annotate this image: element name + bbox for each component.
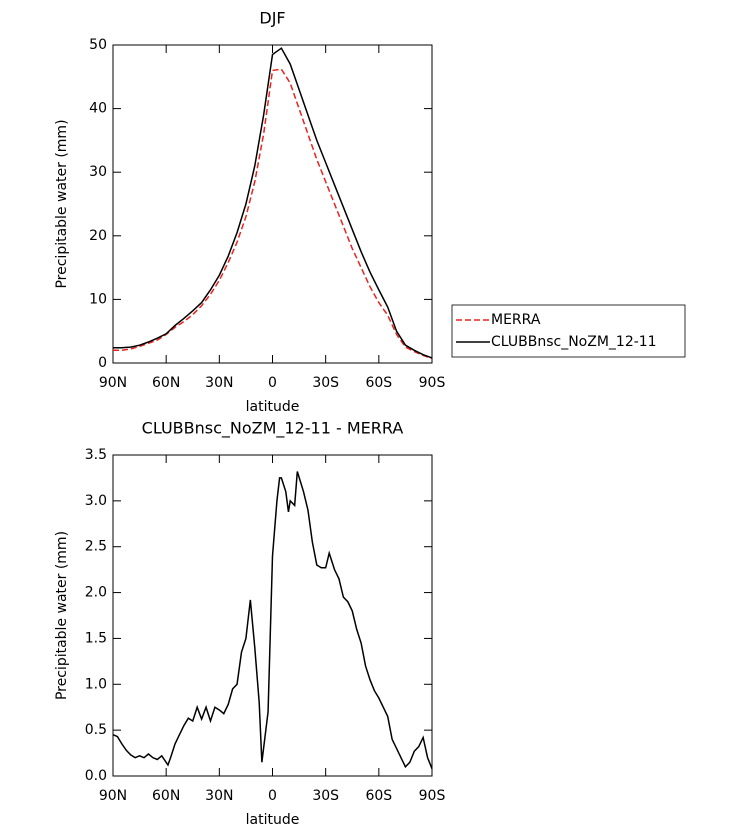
x-axis-label: latitude — [246, 399, 300, 415]
x-tick-label: 30N — [205, 375, 233, 391]
y-tick-label: 0.0 — [85, 768, 107, 784]
x-tick-label: 30S — [312, 788, 339, 804]
x-tick-label: 30S — [312, 375, 339, 391]
data-line — [112, 471, 433, 769]
x-tick-label: 0 — [268, 788, 277, 804]
x-tick-label: 60S — [365, 788, 392, 804]
x-tick-label: 90S — [419, 788, 446, 804]
y-tick-label: 3.5 — [85, 447, 107, 463]
x-tick-label: 60S — [365, 375, 392, 391]
y-tick-label: 1.0 — [85, 676, 107, 692]
legend-label: MERRA — [491, 312, 541, 328]
y-tick-label: 30 — [89, 164, 107, 180]
x-tick-label: 90N — [99, 788, 127, 804]
data-line — [113, 68, 433, 360]
data-line — [113, 47, 433, 359]
y-tick-label: 10 — [89, 291, 107, 307]
y-axis-label: Precipitable water (mm) — [54, 119, 70, 288]
legend-label: CLUBBnsc_NoZM_12-11 — [491, 334, 657, 350]
plot-frame — [112, 44, 433, 364]
y-tick-label: 20 — [89, 228, 107, 244]
y-tick-label: 50 — [89, 37, 107, 53]
chart-title: CLUBBnsc_NoZM_12-11 - MERRA — [142, 419, 404, 439]
chart-title: DJF — [259, 9, 285, 28]
x-tick-label: 30N — [205, 788, 233, 804]
plot-frame — [112, 454, 433, 777]
x-tick-label: 90S — [419, 375, 446, 391]
x-tick-label: 90N — [99, 375, 127, 391]
y-tick-label: 3.0 — [85, 493, 107, 509]
y-axis-label: Precipitable water (mm) — [54, 531, 70, 700]
y-tick-label: 0 — [98, 355, 107, 371]
x-tick-label: 0 — [268, 375, 277, 391]
y-tick-label: 1.5 — [85, 630, 107, 646]
x-tick-label: 60N — [152, 788, 180, 804]
y-tick-label: 2.5 — [85, 539, 107, 555]
x-axis-label: latitude — [246, 812, 300, 828]
x-tick-label: 60N — [152, 375, 180, 391]
y-tick-label: 2.0 — [85, 585, 107, 601]
y-tick-label: 0.5 — [85, 722, 107, 738]
legend-box — [451, 304, 686, 358]
y-tick-label: 40 — [89, 101, 107, 117]
